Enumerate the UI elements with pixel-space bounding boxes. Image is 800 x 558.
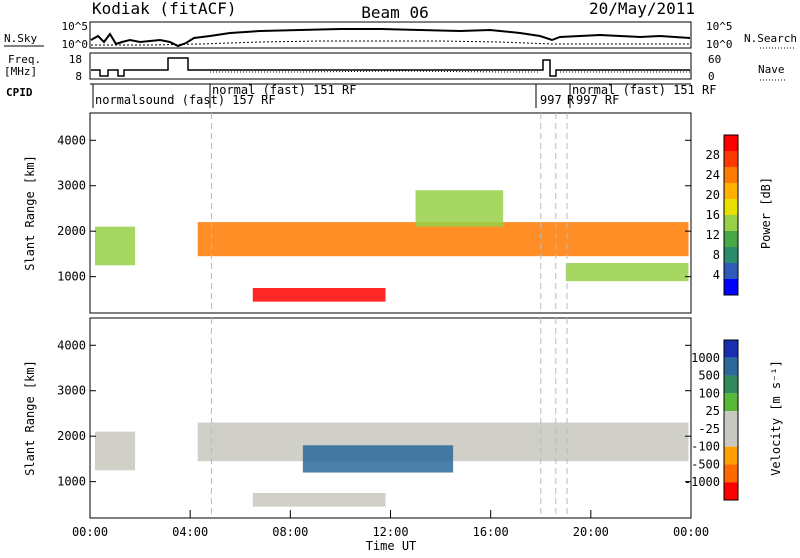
- power-colorbar-seg-8: [724, 263, 738, 279]
- velocity-colorbar-tick-4: -25: [698, 422, 720, 436]
- station-title: Kodiak (fitACF): [92, 0, 237, 18]
- power-colorbar-tick-6: 4: [713, 268, 720, 282]
- x-tick-label-6: 00:00: [673, 525, 709, 539]
- velocity-colorbar-seg-4: [724, 411, 738, 429]
- velocity-colorbar-frame: [723, 339, 739, 501]
- velocity-colorbar-seg-5: [724, 428, 738, 447]
- velocity-colorbar-seg-3: [724, 393, 738, 412]
- power-colorbar-tick-2: 20: [706, 188, 720, 202]
- freq-tick-top: 18: [69, 53, 82, 66]
- nave-tick-top: 60: [708, 53, 721, 66]
- power-ytick-label-2: 2000: [57, 224, 86, 238]
- velocity-colorbar-tick-7: -1000: [684, 475, 720, 489]
- power-colorbar-seg-4: [724, 199, 738, 215]
- power-ytick-label-1: 3000: [57, 179, 86, 193]
- power-ylabel: Slant Range [km]: [23, 155, 37, 271]
- x-tick-label-0: 00:00: [72, 525, 108, 539]
- velocity-colorbar-seg-0: [724, 340, 738, 358]
- power-ytick-label-3: 1000: [57, 270, 86, 284]
- power-colorbar-tick-4: 12: [706, 228, 720, 242]
- power-band-2: [252, 288, 386, 302]
- cpid-seg-1: normal (fast) 151 RF: [212, 83, 357, 97]
- velocity-colorbar-label: Velocity [m s⁻¹]: [769, 360, 783, 476]
- power-band-0: [95, 226, 136, 266]
- cpid-seg-3: R: [567, 93, 575, 107]
- date-title: 20/May/2011: [589, 0, 695, 18]
- power-colorbar-seg-1: [724, 151, 738, 167]
- velocity-colorbar-seg-2: [724, 375, 738, 394]
- power-colorbar-seg-2: [724, 167, 738, 183]
- nsearch-trace: [91, 40, 690, 46]
- power-colorbar-tick-0: 28: [706, 148, 720, 162]
- velocity-plot-frame: [89, 317, 692, 519]
- nsearch-tick-top: 10^5: [706, 20, 733, 33]
- power-colorbar-tick-3: 16: [706, 208, 720, 222]
- cpid-seg-2: 997: [540, 93, 562, 107]
- freq-tick-bottom: 8: [75, 70, 82, 83]
- beam-title: Beam 06: [361, 3, 428, 22]
- power-colorbar-seg-6: [724, 231, 738, 247]
- power-colorbar-seg-9: [724, 279, 738, 295]
- nave-label: Nave: [758, 63, 785, 76]
- velocity-colorbar-tick-6: -500: [691, 457, 720, 471]
- power-colorbar-seg-7: [724, 247, 738, 263]
- velocity-colorbar-seg-8: [724, 482, 738, 500]
- nsky-trace: [90, 28, 691, 48]
- x-axis-label: Time UT: [366, 539, 417, 553]
- x-tick-label-2: 08:00: [272, 525, 308, 539]
- power-colorbar-tick-5: 8: [713, 248, 720, 262]
- nave-trace: [210, 70, 690, 73]
- nave-tick-bottom: 0: [708, 70, 715, 83]
- velocity-colorbar-tick-2: 100: [698, 386, 720, 400]
- velocity-colorbar-tick-3: 25: [706, 404, 720, 418]
- cpid-row: CPID normalsound (fast) 157 RF normal (f…: [6, 83, 717, 108]
- nsky-panel: N.Sky 10^5 10^0 10^5 10^0 N.Search: [4, 20, 797, 51]
- freq-label: Freq.: [8, 53, 41, 66]
- velocity-colorbar-seg-6: [724, 446, 738, 465]
- power-colorbar-seg-5: [724, 215, 738, 231]
- power-colorbar-tick-1: 24: [706, 168, 720, 182]
- velocity-band-3: [252, 493, 386, 507]
- velocity-colorbar-tick-5: -100: [691, 440, 720, 454]
- cpid-seg-0: normalsound (fast) 157 RF: [95, 93, 276, 107]
- cpid-seg-5: normal (fast) 151 RF: [572, 83, 717, 97]
- power-colorbar-seg-0: [724, 135, 738, 151]
- power-colorbar-seg-3: [724, 183, 738, 199]
- x-tick-label-3: 12:00: [372, 525, 408, 539]
- freq-panel: Freq. [MHz] 18 8 60 0 Nave: [4, 52, 785, 83]
- x-tick-label-4: 16:00: [473, 525, 509, 539]
- velocity-panel: Slant Range [km] 4000 3000 2000 1000 00:00 0…: [23, 317, 783, 553]
- power-colorbar-frame: [723, 134, 739, 296]
- x-tick-label-5: 20:00: [573, 525, 609, 539]
- power-colorbar-label: Power [dB]: [759, 177, 773, 249]
- freq-unit: [MHz]: [4, 65, 37, 78]
- power-band-1: [197, 222, 689, 257]
- velocity-ytick-label-3: 1000: [57, 475, 86, 489]
- nsky-tick-top: 10^5: [62, 20, 89, 33]
- power-plot-frame: [89, 112, 692, 314]
- velocity-colorbar-tick-0: 1000: [691, 351, 720, 365]
- velocity-colorbar-tick-1: 500: [698, 369, 720, 383]
- nsearch-tick-bottom: 10^0: [706, 38, 733, 51]
- nsky-tick-bottom: 10^0: [62, 38, 89, 51]
- freq-trace: [91, 57, 690, 77]
- velocity-colorbar-seg-7: [724, 464, 738, 483]
- cpid-seg-4: 997 RF: [576, 93, 619, 107]
- cpid-label: CPID: [6, 86, 33, 99]
- velocity-colorbar-seg-1: [724, 357, 738, 376]
- power-band-4: [565, 263, 689, 282]
- velocity-ytick-label-1: 3000: [57, 384, 86, 398]
- power-band-3: [415, 190, 504, 227]
- velocity-ytick-label-0: 4000: [57, 338, 86, 352]
- power-panel: Slant Range [km] 4000 3000 2000 1000 28 24 20…: [23, 112, 773, 314]
- velocity-band-2: [302, 445, 454, 473]
- velocity-band-0: [95, 431, 136, 471]
- nsky-label: N.Sky: [4, 32, 37, 45]
- x-tick-label-1: 04:00: [172, 525, 208, 539]
- power-ytick-label-0: 4000: [57, 133, 86, 147]
- velocity-ytick-label-2: 2000: [57, 429, 86, 443]
- velocity-ylabel: Slant Range [km]: [23, 360, 37, 476]
- nsearch-label: N.Search: [744, 32, 797, 45]
